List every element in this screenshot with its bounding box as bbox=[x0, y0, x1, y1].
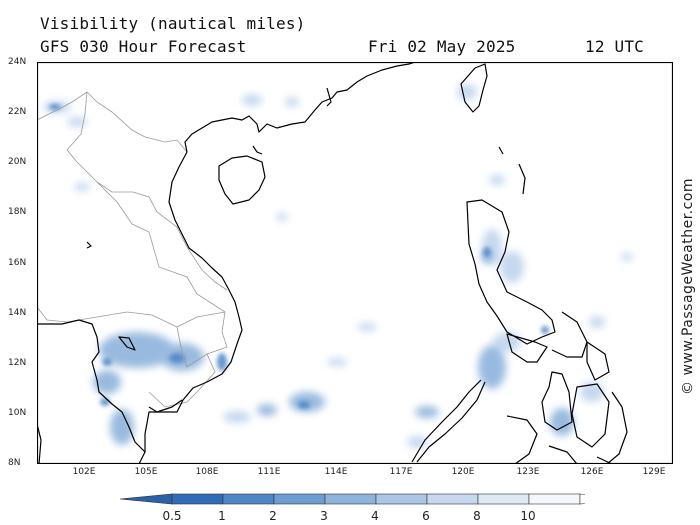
colorbar-segment bbox=[477, 493, 530, 505]
lat-tick-label: 8N bbox=[8, 458, 21, 468]
map-title: Visibility (nautical miles) bbox=[40, 14, 306, 33]
colorbar-label: 0.5 bbox=[162, 509, 182, 523]
coastlines bbox=[37, 62, 628, 464]
lon-tick-label: 120E bbox=[451, 467, 475, 477]
colorbar-extension-high bbox=[579, 493, 585, 505]
map-frame bbox=[37, 62, 673, 464]
colorbar-label: 1 bbox=[218, 509, 226, 523]
lon-tick-label: 126E bbox=[580, 467, 604, 477]
lat-tick-label: 12N bbox=[8, 358, 27, 368]
lat-tick-label: 14N bbox=[8, 308, 27, 318]
lat-tick-label: 10N bbox=[8, 408, 27, 418]
forecast-time: 12 UTC bbox=[585, 37, 644, 56]
colorbar-segment bbox=[426, 493, 479, 505]
lon-tick-label: 102E bbox=[72, 467, 96, 477]
colorbar-label: 8 bbox=[473, 509, 481, 523]
colorbar-segment bbox=[375, 493, 428, 505]
colorbar-label: 4 bbox=[371, 509, 379, 523]
lat-tick-label: 16N bbox=[8, 258, 27, 268]
lon-tick-label: 105E bbox=[134, 467, 158, 477]
colorbar-segment bbox=[273, 493, 326, 505]
visibility-shading bbox=[43, 84, 633, 448]
colorbar-label: 6 bbox=[422, 509, 430, 523]
forecast-subtitle: GFS 030 Hour Forecast bbox=[40, 37, 247, 56]
colorbar bbox=[119, 493, 585, 505]
colorbar-label: 3 bbox=[320, 509, 328, 523]
lon-tick-label: 117E bbox=[389, 467, 413, 477]
colorbar-segment bbox=[171, 493, 224, 505]
colorbar-segment bbox=[324, 493, 377, 505]
lat-tick-label: 24N bbox=[8, 57, 27, 67]
lon-tick-label: 129E bbox=[642, 467, 666, 477]
colorbar-segment bbox=[222, 493, 275, 505]
lon-tick-label: 111E bbox=[257, 467, 281, 477]
lon-tick-label: 114E bbox=[324, 467, 348, 477]
visibility-map bbox=[37, 62, 673, 464]
colorbar-extension-low bbox=[119, 493, 173, 505]
lon-tick-label: 123E bbox=[516, 467, 540, 477]
colorbar-label: 2 bbox=[269, 509, 277, 523]
colorbar-segment bbox=[528, 493, 581, 505]
credit-watermark: © www.PassageWeather.com bbox=[680, 177, 696, 395]
lon-tick-label: 108E bbox=[195, 467, 219, 477]
lat-tick-label: 20N bbox=[8, 157, 27, 167]
lat-tick-label: 22N bbox=[8, 107, 27, 117]
colorbar-label: 10 bbox=[520, 509, 536, 523]
lat-tick-label: 18N bbox=[8, 207, 27, 217]
forecast-date: Fri 02 May 2025 bbox=[368, 37, 516, 56]
